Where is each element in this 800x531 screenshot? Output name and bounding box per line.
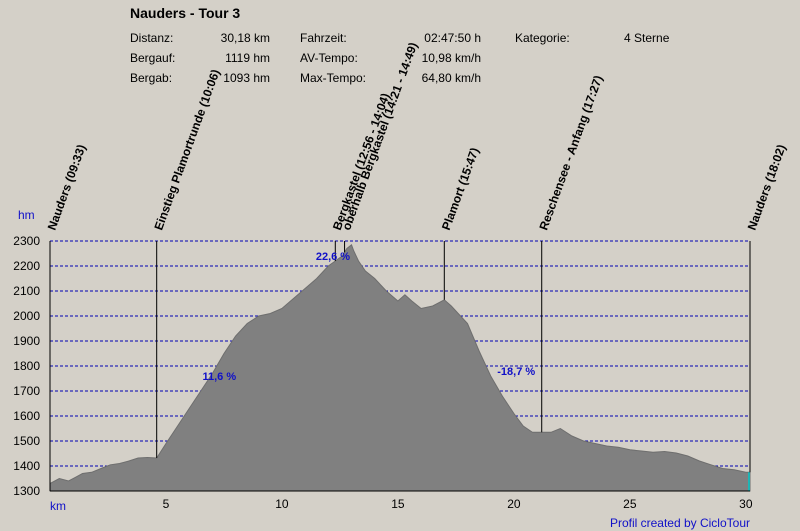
elevation-area-layer [49,243,751,492]
y-tick-label: 1300 [13,484,40,498]
y-tick-label: 2300 [13,234,40,248]
footer-credit: Profil created by CicloTour [609,516,750,530]
x-tick-label: 10 [275,497,289,511]
x-tick-label: 15 [391,497,405,511]
max-speed-label: Max-Tempo: [300,71,367,85]
y-tick-label: 2200 [13,259,40,273]
x-axis-unit: km [50,499,66,513]
x-tick-label: 5 [163,497,170,511]
x-tick-label: 25 [623,497,637,511]
page-title: Nauders - Tour 3 [130,5,241,21]
y-axis-unit: hm [18,208,35,222]
elevation-area [49,243,751,492]
y-tick-label: 2100 [13,284,40,298]
y-tick-label: 1700 [13,384,40,398]
descent-label: Bergab: [130,71,173,85]
y-tick-label: 1800 [13,359,40,373]
gradient-annotation: -18,7 % [497,366,535,378]
x-tick-label: 30 [739,497,753,511]
gradient-annotation: 11,6 % [202,371,236,383]
x-tick-label: 20 [507,497,521,511]
waypoint-label: Nauders (09:33) [45,143,89,232]
y-tick-label: 1400 [13,459,40,473]
time-label: Fahrzeit: [300,31,347,45]
gradient-annotation: 22,6 % [316,251,350,263]
annotation-layer: 11,6 % 22,6 % -18,7 % [202,251,535,383]
descent-value: 1093 hm [223,71,270,85]
waypoint-label: Nauders (18:02) [745,143,789,232]
y-tick-label: 1500 [13,434,40,448]
y-tick-label: 1600 [13,409,40,423]
time-value: 02:47:50 h [424,31,481,45]
avg-speed-label: AV-Tempo: [300,51,358,65]
distance-label: Distanz: [130,31,174,45]
category-label: Kategorie: [515,31,570,45]
y-tick-label: 1900 [13,334,40,348]
axis-layer: 1300 1400 1500 1600 1700 1800 1900 2000 2100 2200… [13,208,753,513]
climb-value: 1119 hm [225,51,270,65]
category-value: 4 Sterne [624,31,670,45]
waypoint-label: Einstieg Plamortrunde (10:06) [151,67,222,232]
waypoint-label: oberhalb Bergkastel (14:21 - 14:49) [339,40,420,232]
waypoint-label: Plamort (15:47) [439,146,482,232]
avg-speed-value: 10,98 km/h [421,51,481,65]
climb-label: Bergauf: [130,51,176,65]
y-tick-label: 2000 [13,309,40,323]
distance-value: 30,18 km [220,31,270,45]
waypoint-label: Reschensee - Anfang (17:27) [536,73,605,232]
max-speed-value: 64,80 km/h [421,71,481,85]
